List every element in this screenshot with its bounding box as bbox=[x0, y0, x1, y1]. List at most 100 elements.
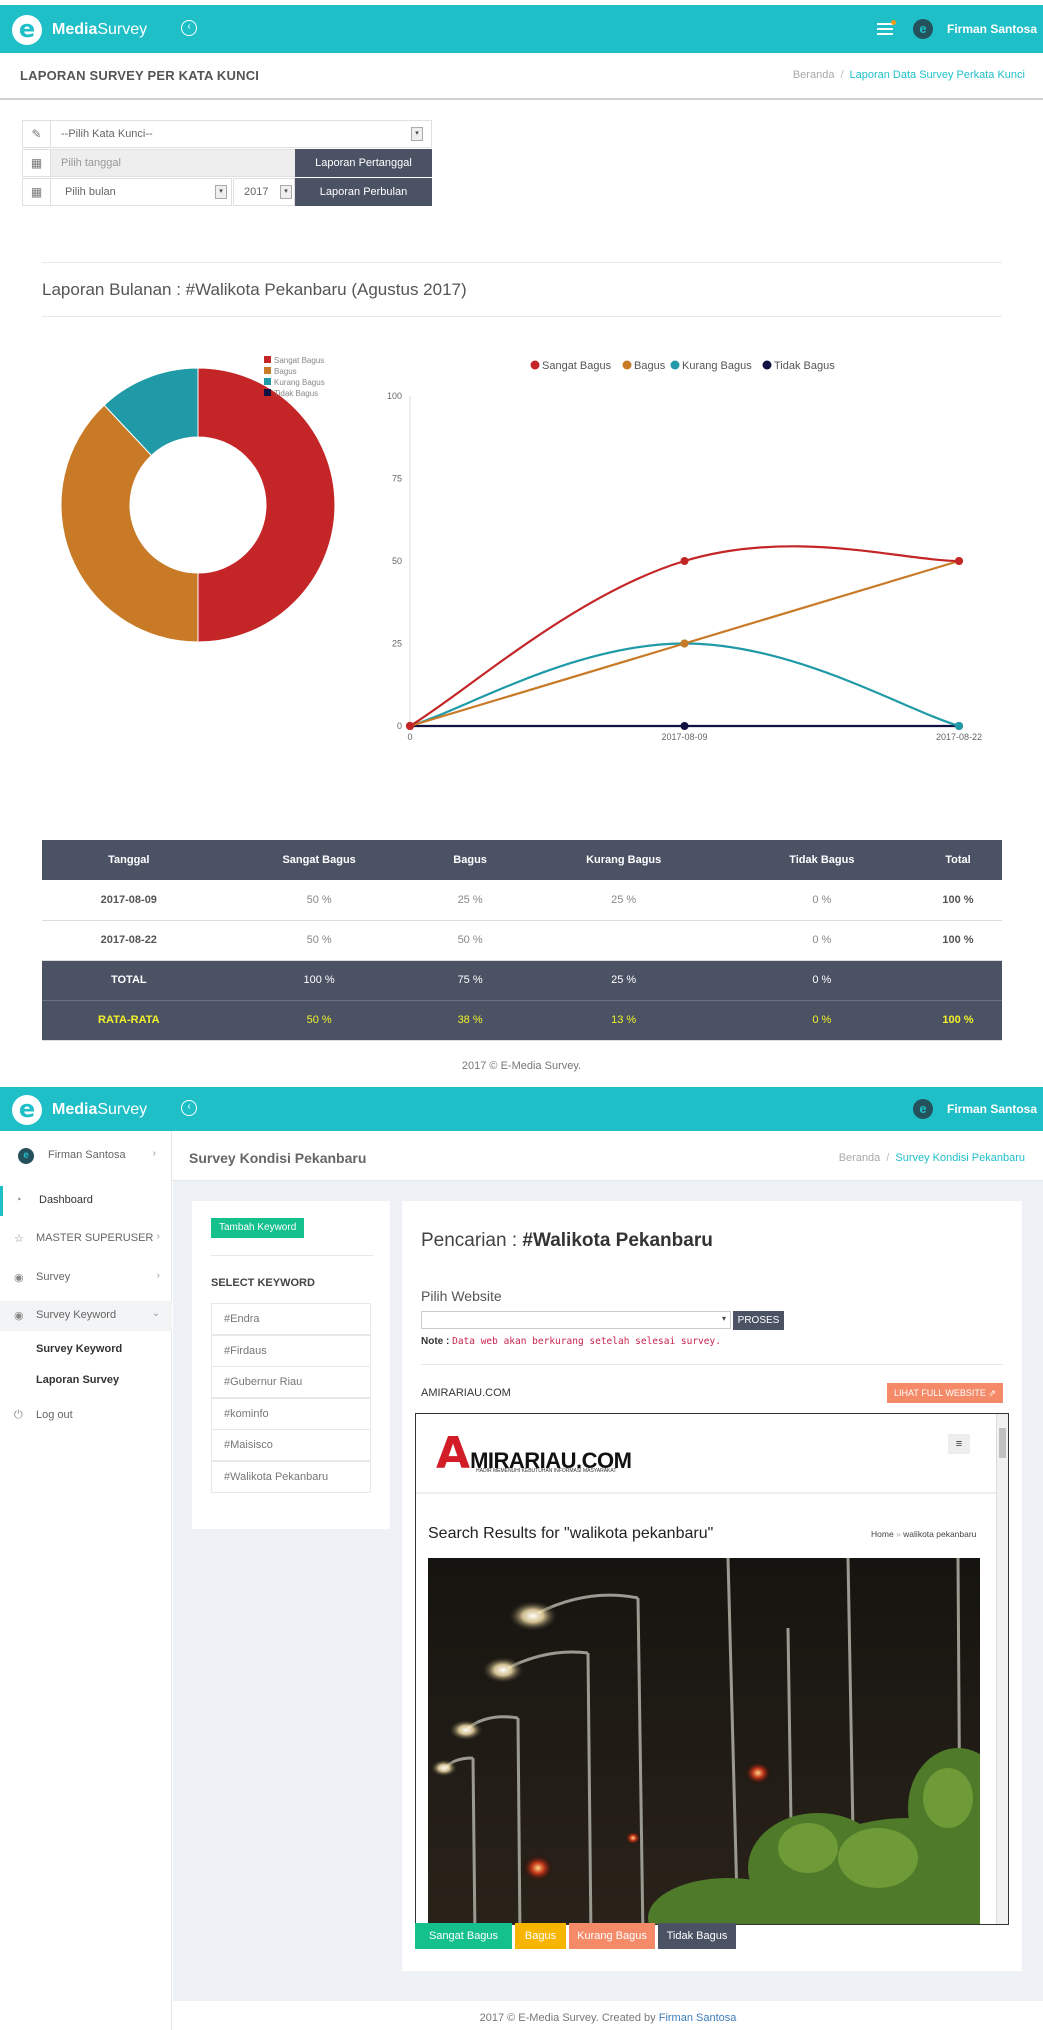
keyword-item[interactable]: #kominfo bbox=[211, 1397, 371, 1430]
divider bbox=[211, 1255, 373, 1256]
rating-button[interactable]: Sangat Bagus bbox=[415, 1923, 512, 1949]
full-website-button[interactable]: LIHAT FULL WEBSITE ⇗ bbox=[887, 1383, 1003, 1403]
note-text: Data web akan berkurang setelah selesai … bbox=[452, 1336, 721, 1347]
keyword-item[interactable]: #Endra bbox=[211, 1303, 371, 1335]
sidebar-toggle-icon[interactable]: ‹ bbox=[181, 1100, 197, 1116]
legend-label[interactable]: Tidak Bagus bbox=[774, 360, 835, 372]
external-link-icon: ⇗ bbox=[988, 1388, 996, 1398]
legend-label[interactable]: Kurang Bagus bbox=[682, 360, 752, 372]
breadcrumb-home[interactable]: Beranda bbox=[838, 1152, 881, 1164]
keyword-select[interactable]: ✎ --Pilih Kata Kunci-- ▾ bbox=[22, 120, 432, 148]
data-point[interactable] bbox=[955, 722, 963, 730]
user-menu[interactable]: e Firman Santosa bbox=[913, 1099, 1037, 1119]
logo-e-icon: e bbox=[12, 15, 42, 45]
notification-menu-icon[interactable] bbox=[877, 20, 896, 35]
legend-label[interactable]: Bagus bbox=[634, 360, 666, 372]
chevron-down-icon: ⌄ bbox=[151, 1308, 160, 1319]
website-select[interactable]: ▾ bbox=[421, 1311, 731, 1329]
brand-logo[interactable]: e MediaSurvey bbox=[12, 15, 147, 45]
legend-label: Kurang Bagus bbox=[274, 378, 325, 387]
sidebar: e Firman Santosa › ◔ Dashboard ☆ MASTER … bbox=[0, 1131, 172, 2030]
embedded-scrollbar[interactable] bbox=[996, 1414, 1008, 1924]
website-preview-frame[interactable]: AMIRARIAU.COM HADIR MEMENUHI KEBUTUHAN I… bbox=[415, 1413, 1009, 1925]
daily-report-button[interactable]: Laporan Pertanggal bbox=[295, 149, 432, 177]
keyword-item[interactable]: #Maisisco bbox=[211, 1429, 371, 1461]
top-header-2: e MediaSurvey ‹ e Firman Santosa bbox=[0, 1087, 1043, 1131]
user-menu[interactable]: e Firman Santosa bbox=[913, 19, 1037, 39]
data-point[interactable] bbox=[680, 639, 689, 648]
select-keyword-label: SELECT KEYWORD bbox=[211, 1277, 315, 1289]
rating-button[interactable]: Tidak Bagus bbox=[658, 1923, 736, 1949]
footer-author-link[interactable]: Firman Santosa bbox=[658, 2012, 737, 2024]
table-header-cell: Tanggal bbox=[42, 840, 216, 880]
donut-slice[interactable] bbox=[197, 367, 336, 643]
sidebar-item-survey[interactable]: ◉ Survey › bbox=[0, 1263, 172, 1293]
data-point[interactable] bbox=[406, 722, 414, 730]
table-cell: 25 % bbox=[422, 880, 518, 921]
sidebar-item-master-superuser[interactable]: ☆ MASTER SUPERUSER › bbox=[0, 1224, 172, 1254]
table-cell: RATA-RATA bbox=[42, 1000, 216, 1041]
legend-swatch bbox=[264, 389, 271, 396]
donut-slice[interactable] bbox=[60, 404, 199, 643]
keyword-item[interactable]: #Firdaus bbox=[211, 1334, 371, 1367]
eye-icon: ◉ bbox=[14, 1272, 24, 1284]
embedded-menu-icon[interactable]: ≡ bbox=[948, 1434, 970, 1454]
year-select[interactable]: 2017 ▾ bbox=[233, 178, 295, 206]
data-point[interactable] bbox=[955, 557, 963, 565]
y-tick-label: 50 bbox=[392, 556, 402, 566]
add-keyword-button[interactable]: Tambah Keyword bbox=[211, 1218, 305, 1238]
series-line bbox=[409, 642, 960, 728]
breadcrumb-home[interactable]: Beranda bbox=[792, 69, 835, 81]
process-button[interactable]: PROSES bbox=[733, 1311, 784, 1330]
sidebar-item-label: MASTER SUPERUSER bbox=[36, 1232, 154, 1244]
date-field[interactable]: ▦ Pilih tanggal bbox=[22, 149, 296, 177]
sidebar-subitem-label: Survey Keyword bbox=[36, 1343, 123, 1355]
keyword-item[interactable]: #Gubernur Riau bbox=[211, 1366, 371, 1398]
data-point[interactable] bbox=[680, 557, 689, 565]
table-cell: 25 % bbox=[517, 960, 730, 1001]
sidebar-subitem-label: Laporan Survey bbox=[36, 1374, 120, 1386]
rating-button[interactable]: Bagus bbox=[515, 1923, 566, 1949]
x-tick-label: 0 bbox=[407, 732, 412, 742]
data-point[interactable] bbox=[680, 722, 689, 730]
scrollbar-thumb[interactable] bbox=[999, 1428, 1006, 1458]
y-tick-label: 100 bbox=[387, 391, 402, 401]
user-avatar-icon: e bbox=[913, 19, 933, 39]
sidebar-subitem-survey-keyword[interactable]: Survey Keyword bbox=[0, 1335, 172, 1365]
chevron-down-icon: ▾ bbox=[721, 1314, 726, 1323]
calendar-icon: ▦ bbox=[23, 150, 51, 176]
sidebar-toggle-icon[interactable]: ‹ bbox=[181, 20, 197, 36]
table-header-cell: Total bbox=[913, 840, 1002, 880]
search-prefix: Pencarian : bbox=[421, 1230, 523, 1251]
brand-strong: Media bbox=[52, 1101, 98, 1118]
table-cell: 100 % bbox=[913, 920, 1002, 961]
series-line bbox=[409, 545, 960, 727]
chart-heading: Laporan Bulanan : #Walikota Pekanbaru (A… bbox=[42, 280, 467, 299]
x-tick-label: 2017-08-09 bbox=[661, 732, 707, 742]
table-cell: 0 % bbox=[729, 880, 914, 921]
sidebar-item-logout[interactable]: ⏻ Log out bbox=[0, 1401, 172, 1431]
legend-label: Sangat Bagus bbox=[274, 356, 324, 365]
brand-logo[interactable]: e MediaSurvey bbox=[12, 1095, 147, 1125]
rating-button[interactable]: Kurang Bagus bbox=[569, 1923, 655, 1949]
monthly-report-button[interactable]: Laporan Perbulan bbox=[295, 178, 432, 206]
legend-swatch bbox=[622, 360, 632, 370]
donut-slice[interactable] bbox=[103, 367, 199, 457]
table-cell: 13 % bbox=[517, 1000, 730, 1041]
sidebar-item-dashboard[interactable]: ◔ Dashboard bbox=[0, 1186, 172, 1216]
page-title-2: Survey Kondisi Pekanbaru bbox=[189, 1150, 367, 1166]
table-cell: 50 % bbox=[422, 920, 518, 961]
sidebar-user[interactable]: e Firman Santosa › bbox=[0, 1141, 172, 1171]
month-select[interactable]: ▦ Pilih bulan ▾ bbox=[22, 178, 232, 206]
sidebar-subitem-laporan-survey[interactable]: Laporan Survey bbox=[0, 1366, 172, 1396]
sidebar-item-label: Log out bbox=[36, 1409, 73, 1421]
eye-icon: ◉ bbox=[14, 1310, 24, 1322]
legend-swatch bbox=[530, 360, 540, 370]
table-cell: 0 % bbox=[729, 960, 914, 1001]
sidebar-item-survey-keyword[interactable]: ◉ Survey Keyword ⌄ bbox=[0, 1301, 172, 1331]
y-tick-label: 25 bbox=[392, 639, 402, 649]
chevron-right-icon: › bbox=[156, 1270, 160, 1281]
keyword-item[interactable]: #Walikota Pekanbaru bbox=[211, 1460, 371, 1493]
legend-label[interactable]: Sangat Bagus bbox=[542, 360, 612, 372]
user-name: Firman Santosa bbox=[947, 22, 1038, 36]
